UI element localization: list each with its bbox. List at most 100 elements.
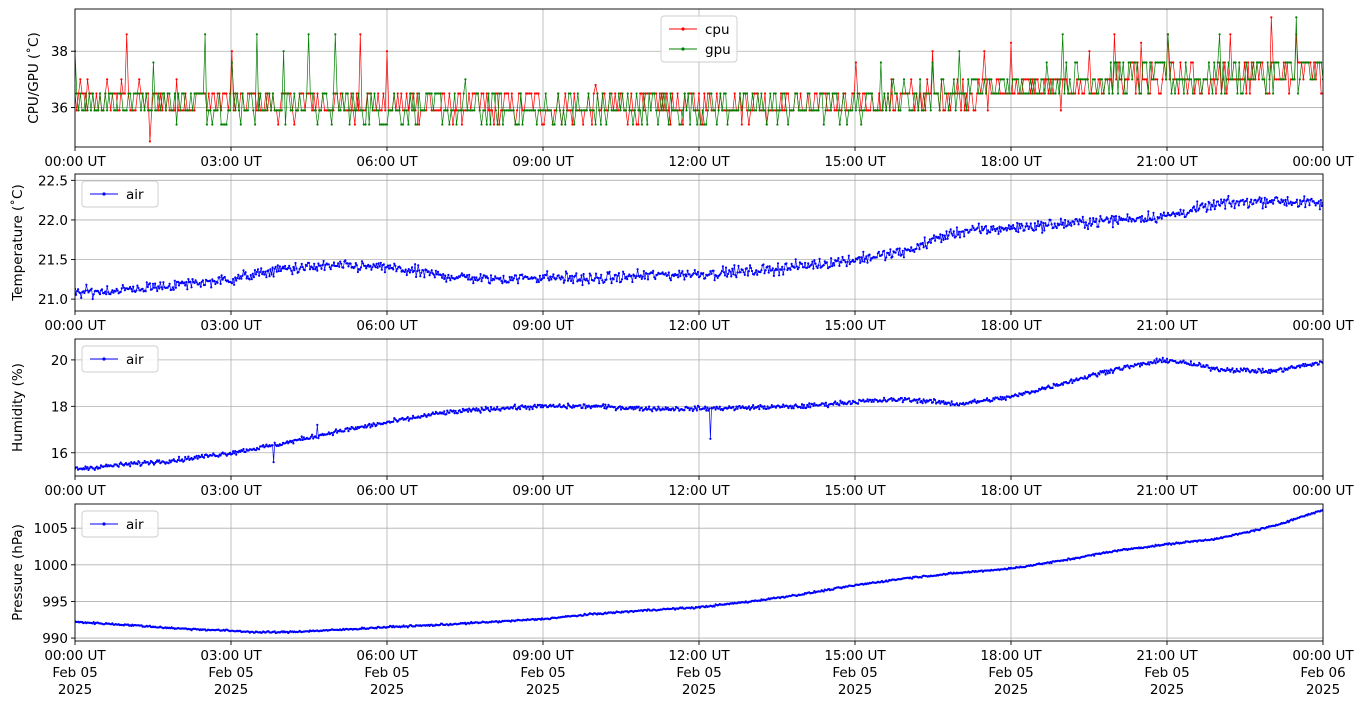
data-point: [579, 404, 582, 407]
data-point: [386, 264, 390, 267]
data-point: [1160, 361, 1163, 364]
data-point: [460, 109, 463, 112]
data-point: [1148, 363, 1151, 366]
data-point: [1139, 362, 1143, 365]
data-point: [323, 92, 326, 95]
data-point: [317, 437, 320, 440]
data-point: [734, 274, 737, 277]
data-point: [375, 109, 378, 112]
data-point: [1246, 197, 1249, 200]
data-point: [1140, 41, 1143, 44]
data-point: [1227, 61, 1230, 64]
data-point: [807, 405, 810, 408]
data-point: [341, 92, 344, 95]
data-point: [453, 92, 456, 95]
data-point: [1275, 61, 1278, 64]
data-point: [787, 92, 790, 95]
data-point: [475, 407, 478, 410]
data-point: [607, 403, 610, 406]
data-point: [195, 92, 198, 95]
data-point: [1117, 222, 1120, 225]
data-point: [625, 275, 628, 278]
data-point: [880, 253, 884, 256]
data-point: [1097, 225, 1100, 228]
data-point: [1027, 92, 1030, 95]
data-point: [1122, 92, 1125, 95]
data-point: [1307, 199, 1310, 202]
data-point: [822, 264, 825, 267]
data-point: [114, 92, 118, 95]
data-point: [141, 287, 144, 290]
data-point: [132, 285, 135, 288]
data-point: [1014, 227, 1017, 231]
data-point: [1127, 78, 1130, 81]
data-point: [1168, 360, 1171, 363]
data-point: [181, 280, 184, 283]
data-point: [838, 404, 841, 407]
data-point: [480, 92, 483, 95]
data-point: [733, 264, 736, 267]
data-point: [1232, 199, 1235, 202]
data-point: [800, 262, 804, 265]
data-point: [899, 92, 902, 95]
data-point: [1042, 92, 1045, 95]
data-point: [781, 109, 784, 112]
data-point: [399, 266, 402, 270]
data-point: [1186, 92, 1189, 95]
data-point: [689, 123, 692, 126]
data-point: [207, 92, 210, 95]
data-point: [913, 92, 916, 95]
data-point: [138, 92, 141, 95]
data-point: [740, 109, 743, 112]
data-point: [364, 424, 367, 427]
data-point: [1050, 223, 1053, 226]
data-point: [1129, 61, 1132, 64]
data-point: [196, 457, 199, 460]
data-point: [846, 260, 849, 263]
data-point: [1204, 203, 1207, 206]
data-point: [425, 92, 428, 95]
data-point: [1199, 363, 1202, 366]
data-point: [477, 408, 480, 411]
data-point: [1146, 363, 1149, 366]
data-point: [1268, 371, 1272, 375]
data-point: [473, 92, 476, 95]
data-point: [918, 248, 921, 251]
data-point: [1286, 196, 1289, 199]
data-point: [621, 92, 624, 95]
data-point: [779, 109, 783, 112]
data-point: [500, 280, 503, 283]
data-point: [841, 400, 844, 404]
data-point: [441, 123, 444, 126]
x-tick-label: 03:00 UT: [200, 154, 262, 170]
data-point: [1296, 92, 1300, 95]
data-point: [1019, 227, 1022, 230]
data-point: [605, 123, 608, 126]
data-point: [79, 292, 82, 295]
data-point: [538, 403, 542, 406]
data-point: [392, 420, 395, 423]
data-point: [844, 261, 847, 264]
data-point: [655, 109, 658, 112]
data-point: [396, 109, 399, 112]
y-tick-label: 22.0: [38, 213, 68, 229]
data-point: [722, 271, 726, 274]
data-point: [565, 272, 569, 275]
data-point: [1040, 387, 1043, 391]
data-point: [462, 273, 466, 276]
data-point: [393, 262, 396, 265]
data-point: [776, 123, 779, 126]
data-point: [579, 279, 582, 282]
data-point: [942, 238, 945, 241]
data-point: [248, 278, 251, 281]
data-point: [479, 273, 482, 276]
data-point: [327, 109, 330, 112]
data-point: [1103, 369, 1106, 372]
data-point: [867, 109, 870, 112]
data-point: [723, 274, 727, 277]
data-point: [1068, 78, 1071, 81]
data-point: [1032, 229, 1035, 232]
data-point: [1095, 217, 1098, 220]
data-point: [1065, 61, 1068, 64]
data-point: [397, 419, 400, 422]
